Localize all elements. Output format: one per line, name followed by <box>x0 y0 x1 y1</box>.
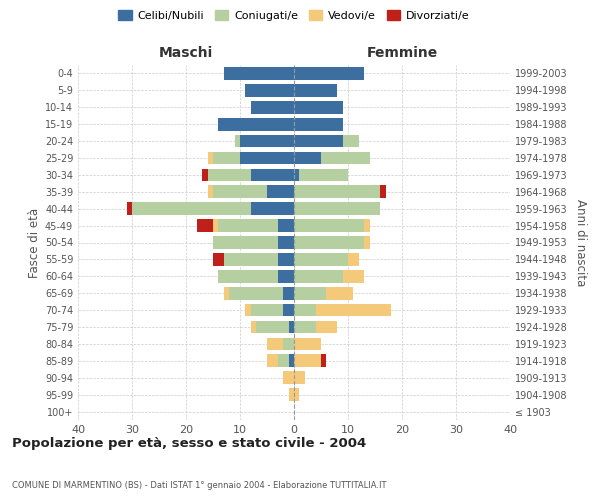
Bar <box>251 304 283 316</box>
Bar <box>294 168 299 181</box>
Bar <box>278 253 294 266</box>
Bar <box>316 320 337 334</box>
Text: Maschi: Maschi <box>159 46 213 60</box>
Bar <box>218 270 278 282</box>
Text: Popolazione per età, sesso e stato civile - 2004: Popolazione per età, sesso e stato civil… <box>12 437 366 450</box>
Bar <box>283 287 294 300</box>
Bar <box>213 253 224 266</box>
Bar <box>208 168 251 181</box>
Bar <box>294 152 321 164</box>
Legend: Celibi/Nubili, Coniugati/e, Vedovi/e, Divorziati/e: Celibi/Nubili, Coniugati/e, Vedovi/e, Di… <box>116 8 472 23</box>
Bar <box>294 84 337 96</box>
Bar <box>294 202 380 215</box>
Bar <box>267 338 283 350</box>
Bar <box>348 253 359 266</box>
Bar <box>283 372 294 384</box>
Bar <box>235 134 240 147</box>
Bar <box>294 67 364 80</box>
Bar <box>294 338 321 350</box>
Bar <box>240 134 294 147</box>
Bar <box>364 236 370 249</box>
Bar <box>289 320 294 334</box>
Bar <box>224 287 229 300</box>
Bar <box>294 236 364 249</box>
Bar <box>294 270 343 282</box>
Text: Femmine: Femmine <box>367 46 437 60</box>
Bar <box>251 320 256 334</box>
Bar <box>251 202 294 215</box>
Bar <box>294 287 326 300</box>
Bar <box>299 168 348 181</box>
Bar <box>202 168 208 181</box>
Bar <box>294 354 321 367</box>
Bar <box>343 134 359 147</box>
Y-axis label: Anni di nascita: Anni di nascita <box>574 199 587 286</box>
Bar <box>294 388 299 401</box>
Bar <box>294 253 348 266</box>
Bar <box>294 186 380 198</box>
Bar <box>213 236 278 249</box>
Bar <box>127 202 132 215</box>
Bar <box>364 220 370 232</box>
Bar <box>283 304 294 316</box>
Bar <box>240 152 294 164</box>
Bar <box>294 118 343 130</box>
Bar <box>245 304 251 316</box>
Bar <box>294 304 316 316</box>
Bar <box>197 220 213 232</box>
Bar <box>245 84 294 96</box>
Bar <box>213 220 218 232</box>
Bar <box>251 168 294 181</box>
Bar <box>213 186 267 198</box>
Bar <box>256 320 289 334</box>
Bar <box>267 186 294 198</box>
Bar <box>283 338 294 350</box>
Bar <box>380 186 386 198</box>
Bar <box>267 354 278 367</box>
Bar <box>213 152 240 164</box>
Bar <box>294 134 343 147</box>
Bar <box>278 220 294 232</box>
Bar <box>229 287 283 300</box>
Bar <box>208 152 213 164</box>
Bar <box>278 236 294 249</box>
Bar <box>316 304 391 316</box>
Bar <box>278 270 294 282</box>
Bar <box>294 101 343 114</box>
Bar <box>289 354 294 367</box>
Bar <box>224 253 278 266</box>
Bar <box>326 287 353 300</box>
Bar <box>278 354 289 367</box>
Bar <box>251 101 294 114</box>
Text: COMUNE DI MARMENTINO (BS) - Dati ISTAT 1° gennaio 2004 - Elaborazione TUTTITALIA: COMUNE DI MARMENTINO (BS) - Dati ISTAT 1… <box>12 481 386 490</box>
Bar <box>294 320 316 334</box>
Bar <box>208 186 213 198</box>
Bar <box>343 270 364 282</box>
Bar <box>294 372 305 384</box>
Bar <box>289 388 294 401</box>
Bar <box>321 354 326 367</box>
Bar <box>224 67 294 80</box>
Bar <box>132 202 251 215</box>
Bar <box>321 152 370 164</box>
Bar <box>218 220 278 232</box>
Bar <box>218 118 294 130</box>
Bar <box>294 220 364 232</box>
Y-axis label: Fasce di età: Fasce di età <box>28 208 41 278</box>
